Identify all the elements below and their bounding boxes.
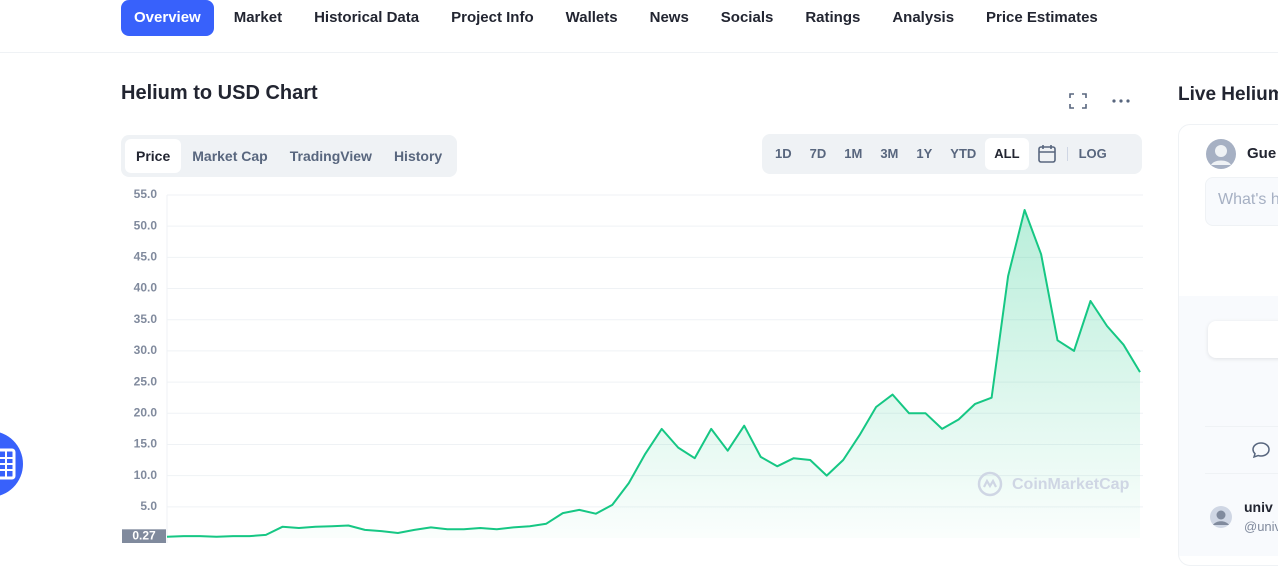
y-tick-label: 10.0 xyxy=(134,468,158,482)
low-price-badge xyxy=(122,529,166,543)
avatar xyxy=(1206,139,1236,169)
more-button[interactable] xyxy=(1110,92,1132,110)
range-button[interactable]: ALL xyxy=(985,138,1029,170)
price-area xyxy=(167,210,1140,538)
chart-tab[interactable]: TradingView xyxy=(289,148,372,164)
range-button[interactable]: 1Y xyxy=(916,146,933,161)
chart-tab[interactable]: Market Cap xyxy=(192,148,268,164)
range-button[interactable]: 7D xyxy=(809,146,827,161)
price-line xyxy=(166,209,1141,538)
range-button[interactable]: 1D xyxy=(775,146,792,161)
y-tick-label: 35.0 xyxy=(134,312,158,326)
post-input[interactable]: What's h xyxy=(1205,177,1278,226)
y-tick-label: 20.0 xyxy=(134,405,158,419)
nav-tab[interactable]: Ratings xyxy=(805,9,861,26)
y-tick-label: 15.0 xyxy=(134,437,158,451)
chart-tabs: Price Market Cap TradingView History xyxy=(121,135,458,177)
post-handle: @univ xyxy=(1244,519,1278,534)
user-name: Gue xyxy=(1247,145,1277,162)
post-avatar xyxy=(1210,506,1232,528)
feed-tabs[interactable] xyxy=(1208,321,1278,358)
nav-tab[interactable]: Price Estimates xyxy=(986,9,1098,26)
y-tick-label: 55.0 xyxy=(134,187,158,201)
watermark-logo xyxy=(977,471,1003,497)
side-title: Live Helium xyxy=(1178,84,1278,105)
range-button[interactable]: YTD xyxy=(950,146,977,161)
nav-tab[interactable]: Historical Data xyxy=(314,9,420,26)
nav-bar: Overview Market Historical Data Project Inf… xyxy=(121,0,1114,36)
calendar-button[interactable] xyxy=(1029,144,1065,164)
separator xyxy=(1066,147,1068,161)
y-tick-label: 40.0 xyxy=(134,281,158,295)
comment-icon[interactable] xyxy=(1251,441,1271,459)
floating-video-button[interactable] xyxy=(0,430,24,498)
y-tick-label: 25.0 xyxy=(134,374,158,388)
y-tick-label: 50.0 xyxy=(134,218,158,232)
fullscreen-button[interactable] xyxy=(1068,92,1088,110)
y-tick-label: 45.0 xyxy=(134,250,158,264)
price-chart: CoinMarketCap 5.0 10.0 15.0 20.0 25.0 30.0 35.… xyxy=(122,187,1143,543)
y-tick-label: 30.0 xyxy=(134,343,158,357)
nav-tab[interactable]: Wallets xyxy=(565,9,618,26)
range-buttons: 1D 7D 1M 3M 1Y YTD ALL LOG xyxy=(762,134,1142,174)
watermark: CoinMarketCap xyxy=(1012,476,1130,493)
input-placeholder: What's h xyxy=(1218,191,1278,208)
post-user: univ xyxy=(1244,499,1273,515)
y-tick-label: 5.0 xyxy=(140,499,157,513)
range-button[interactable]: 3M xyxy=(880,146,899,161)
nav-tab[interactable]: Project Info xyxy=(451,9,534,26)
chart-title: Helium to USD Chart xyxy=(121,82,318,104)
nav-tab[interactable]: News xyxy=(649,9,689,26)
log-button[interactable]: LOG xyxy=(1078,146,1107,161)
range-button[interactable]: 1M xyxy=(844,146,863,161)
nav-tab[interactable]: Analysis xyxy=(892,9,955,26)
nav-tab[interactable]: Market xyxy=(233,9,283,26)
chart-tab[interactable]: Price xyxy=(125,139,182,173)
divider xyxy=(0,52,1278,53)
nav-tab[interactable]: Socials xyxy=(720,9,774,26)
chart-tab[interactable]: History xyxy=(393,148,443,164)
divider xyxy=(1205,473,1278,474)
nav-tab[interactable]: Overview xyxy=(121,0,214,36)
divider xyxy=(1205,426,1278,427)
low-price-label: 0.27 xyxy=(132,528,156,542)
